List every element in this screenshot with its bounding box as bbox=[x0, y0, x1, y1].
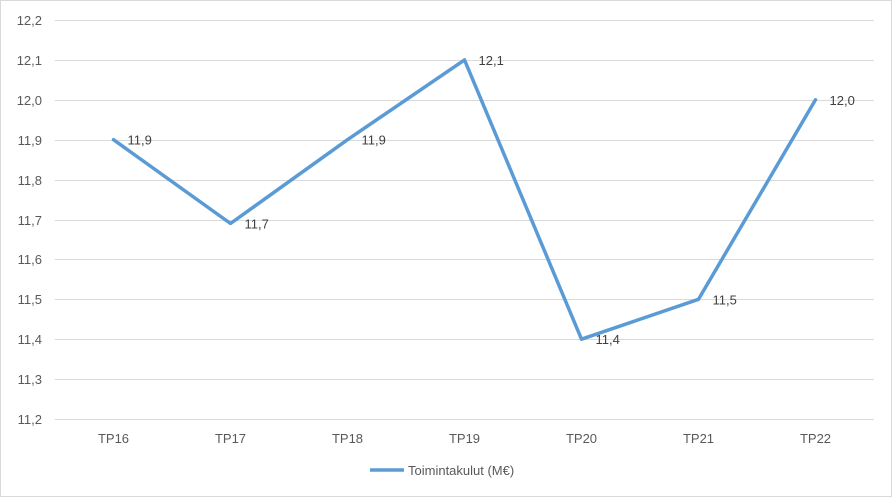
data-label: 11,7 bbox=[245, 216, 269, 231]
data-label: 11,9 bbox=[362, 133, 386, 148]
y-tick-label: 11,9 bbox=[18, 133, 42, 148]
data-label: 11,9 bbox=[128, 133, 152, 148]
data-labels: 11,9 11,7 11,9 12,1 11,4 11,5 12,0 bbox=[128, 53, 855, 347]
y-tick-label: 11,8 bbox=[18, 173, 42, 188]
series-layer bbox=[111, 58, 818, 341]
x-tick-label: TP17 bbox=[215, 431, 246, 446]
data-label: 11,5 bbox=[713, 292, 737, 307]
y-tick-label: 11,4 bbox=[18, 332, 42, 347]
x-tick-label: TP16 bbox=[98, 431, 129, 446]
x-tick-label: TP20 bbox=[566, 431, 597, 446]
y-tick-label: 12,2 bbox=[17, 13, 42, 28]
x-tick-label: TP22 bbox=[800, 431, 831, 446]
data-label: 12,0 bbox=[830, 93, 855, 108]
x-axis-ticks: TP16 TP17 TP18 TP19 TP20 TP21 TP22 bbox=[98, 431, 831, 446]
y-tick-label: 11,7 bbox=[18, 213, 42, 228]
series-line bbox=[111, 58, 818, 341]
y-tick-label: 11,2 bbox=[18, 412, 42, 427]
data-label: 12,1 bbox=[479, 53, 504, 68]
x-tick-label: TP19 bbox=[449, 431, 480, 446]
y-tick-label: 11,6 bbox=[18, 252, 42, 267]
x-tick-label: TP21 bbox=[683, 431, 714, 446]
legend-label: Toimintakulut (M€) bbox=[408, 463, 514, 478]
y-tick-label: 11,5 bbox=[18, 292, 42, 307]
gridlines bbox=[55, 20, 874, 420]
legend: Toimintakulut (M€) bbox=[370, 463, 514, 478]
y-axis-ticks: 11,2 11,3 11,4 11,5 11,6 11,7 11,8 11,9 12,0 12,1… bbox=[17, 13, 42, 427]
y-tick-label: 12,0 bbox=[17, 93, 42, 108]
y-tick-label: 11,3 bbox=[18, 372, 42, 387]
data-label: 11,4 bbox=[596, 332, 620, 347]
x-tick-label: TP18 bbox=[332, 431, 363, 446]
y-tick-label: 12,1 bbox=[17, 53, 42, 68]
